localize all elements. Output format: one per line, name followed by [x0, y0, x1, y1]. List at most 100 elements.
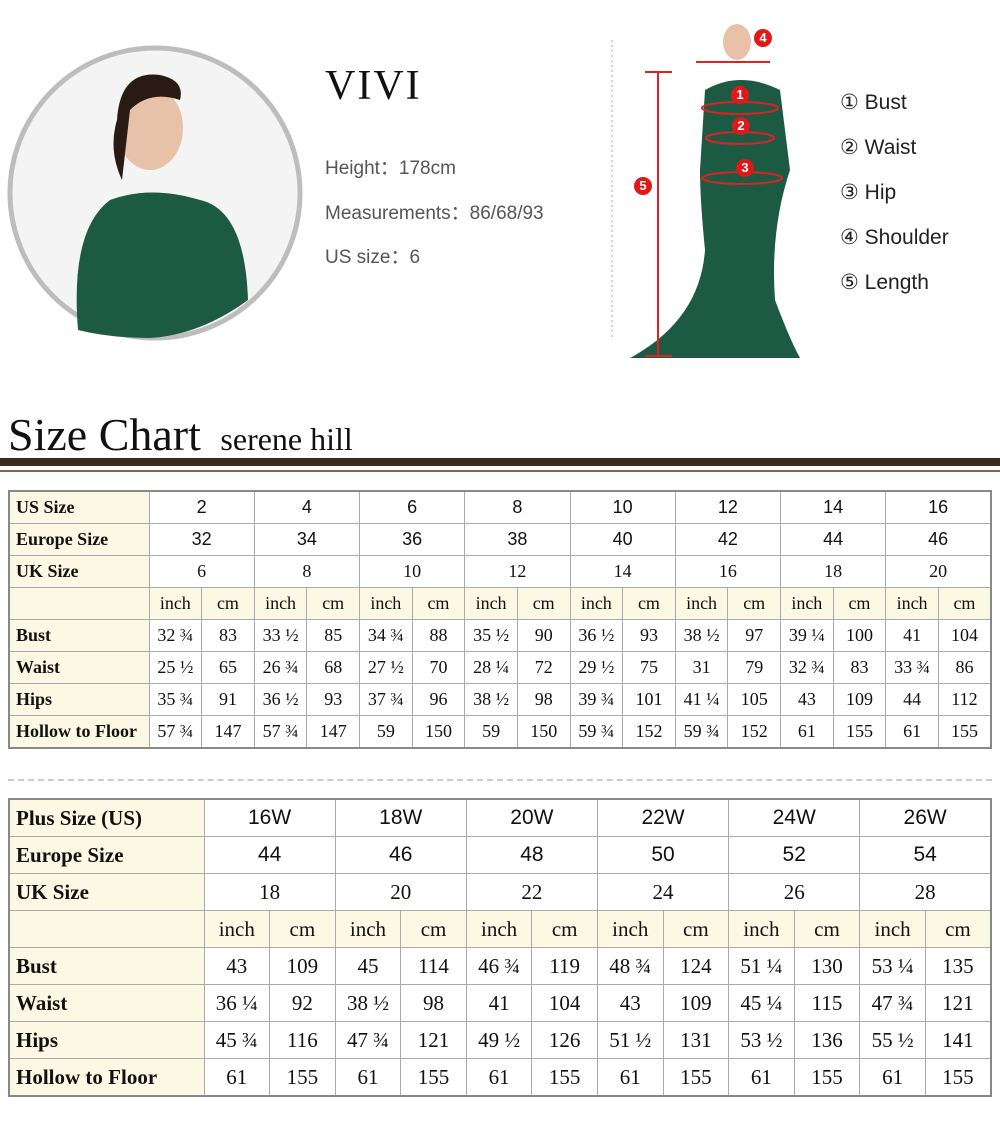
cell: 45 ¾: [203, 1021, 271, 1059]
cell: 121: [400, 1021, 467, 1059]
cell: 32 ¾: [148, 619, 203, 652]
rule: [0, 458, 1000, 466]
cell: 100: [832, 619, 887, 652]
cell: 61: [728, 1058, 795, 1097]
size-cell: 8: [253, 555, 361, 588]
size-cell: 8: [464, 490, 571, 524]
unit-cell: inch: [334, 910, 402, 948]
size-row: UK Size 6 8 10 12 14 16 18 20: [8, 555, 992, 588]
cell: 135: [924, 947, 992, 985]
cell: 51 ¼: [728, 947, 795, 985]
data-row: Hips 45 ¾ 116 47 ¾ 121 49 ½ 126 51 ½ 131 53 ½ 136 5…: [8, 1021, 992, 1059]
unit-cell: cm: [793, 910, 861, 948]
cell: 59: [359, 715, 413, 749]
size-cell: 20: [885, 555, 992, 588]
data-row: Bust 32 ¾ 83 33 ½ 85 34 ¾ 88 35 ½ 90 36 ½ 93 38 ½ 97…: [8, 619, 992, 652]
cell: 61: [780, 715, 834, 749]
size-cell: 44: [203, 836, 336, 874]
cell: 49 ½: [465, 1021, 533, 1059]
size-cell: 6: [148, 555, 255, 588]
cell: 150: [411, 715, 466, 749]
legend-item: ⑤ Length: [840, 271, 929, 294]
row-label: Hollow to Floor: [8, 715, 150, 749]
cell: 83: [832, 651, 887, 684]
cell: 61: [465, 1058, 533, 1097]
cell: 98: [400, 984, 467, 1022]
cell: 45 ¼: [728, 984, 795, 1022]
cell: 41: [465, 984, 533, 1022]
cell: 152: [727, 715, 781, 749]
cell: 36 ½: [253, 683, 308, 716]
cell: 29 ½: [569, 651, 624, 684]
size-cell: 26W: [859, 798, 992, 837]
cell: 65: [201, 651, 255, 684]
cell: 126: [531, 1021, 598, 1059]
size-cell: 4: [253, 490, 361, 524]
size-cell: 14: [779, 490, 887, 524]
separator: [8, 779, 992, 781]
cell: 101: [622, 683, 676, 716]
cell: 85: [306, 619, 360, 652]
cell: 83: [201, 619, 255, 652]
cell: 72: [516, 651, 571, 684]
cell: 75: [622, 651, 676, 684]
cell: 79: [727, 651, 781, 684]
brand: serene hill: [220, 421, 353, 457]
size-cell: 14: [569, 555, 676, 588]
row-label: Bust: [8, 619, 150, 652]
data-row: Waist 36 ¼ 92 38 ½ 98 41 104 43 109 45 ¼ 115 47 ¾ 12…: [8, 984, 992, 1022]
row-label: UK Size: [8, 873, 205, 911]
unit-cell: cm: [937, 587, 992, 620]
size-cell: 28: [859, 873, 992, 911]
size-cell: 52: [728, 836, 861, 874]
size-cell: 44: [779, 523, 887, 556]
hair: [113, 74, 181, 180]
cell: 93: [306, 683, 360, 716]
cell: 131: [662, 1021, 730, 1059]
cell: 124: [662, 947, 730, 985]
cell: 155: [937, 715, 992, 749]
legend-item: ① Bust: [840, 91, 907, 114]
unit-cell: inch: [596, 910, 664, 948]
unit-cell: inch: [728, 910, 795, 948]
cell: 32 ¾: [780, 651, 834, 684]
size-cell: 18: [203, 873, 336, 911]
cell: 86: [937, 651, 992, 684]
size-cell: 22W: [596, 798, 730, 837]
cell: 109: [662, 984, 730, 1022]
plus-size-table: Plus Size (US) 16W 18W 20W 22W 24W 26W Europe S…: [8, 798, 992, 1097]
size-cell: 2: [148, 490, 255, 524]
unit-cell: cm: [832, 587, 887, 620]
unit-cell: cm: [400, 910, 467, 948]
cell: 88: [411, 619, 466, 652]
cell: 61: [859, 1058, 926, 1097]
unit-cell: cm: [306, 587, 360, 620]
unit-cell: inch: [674, 587, 729, 620]
size-cell: 50: [596, 836, 730, 874]
gown: [630, 80, 800, 358]
unit-cell: inch: [780, 587, 834, 620]
unit-cell: cm: [531, 910, 598, 948]
size-cell: 12: [674, 490, 782, 524]
size-cell: 24: [596, 873, 730, 911]
model-height: Height：178cm: [325, 158, 456, 179]
cell: 43: [780, 683, 834, 716]
face: [723, 24, 751, 60]
row-label: Europe Size: [8, 523, 150, 556]
cell: 105: [727, 683, 781, 716]
unit-cell: cm: [727, 587, 781, 620]
cell: 38 ½: [334, 984, 402, 1022]
unit-cell: inch: [148, 587, 203, 620]
data-row: Hollow to Floor 57 ¾ 147 57 ¾ 147 59 150 59 150 5…: [8, 715, 992, 749]
cell: 47 ¾: [859, 984, 926, 1022]
unit-cell: cm: [269, 910, 336, 948]
cell: 38 ½: [464, 683, 518, 716]
model-name: VIVI: [325, 63, 422, 109]
cell: 147: [306, 715, 360, 749]
cell: 97: [727, 619, 781, 652]
legend-item: ② Waist: [840, 136, 917, 159]
marker: 1: [731, 86, 749, 104]
unit-cell: inch: [885, 587, 939, 620]
dress: [76, 192, 249, 338]
